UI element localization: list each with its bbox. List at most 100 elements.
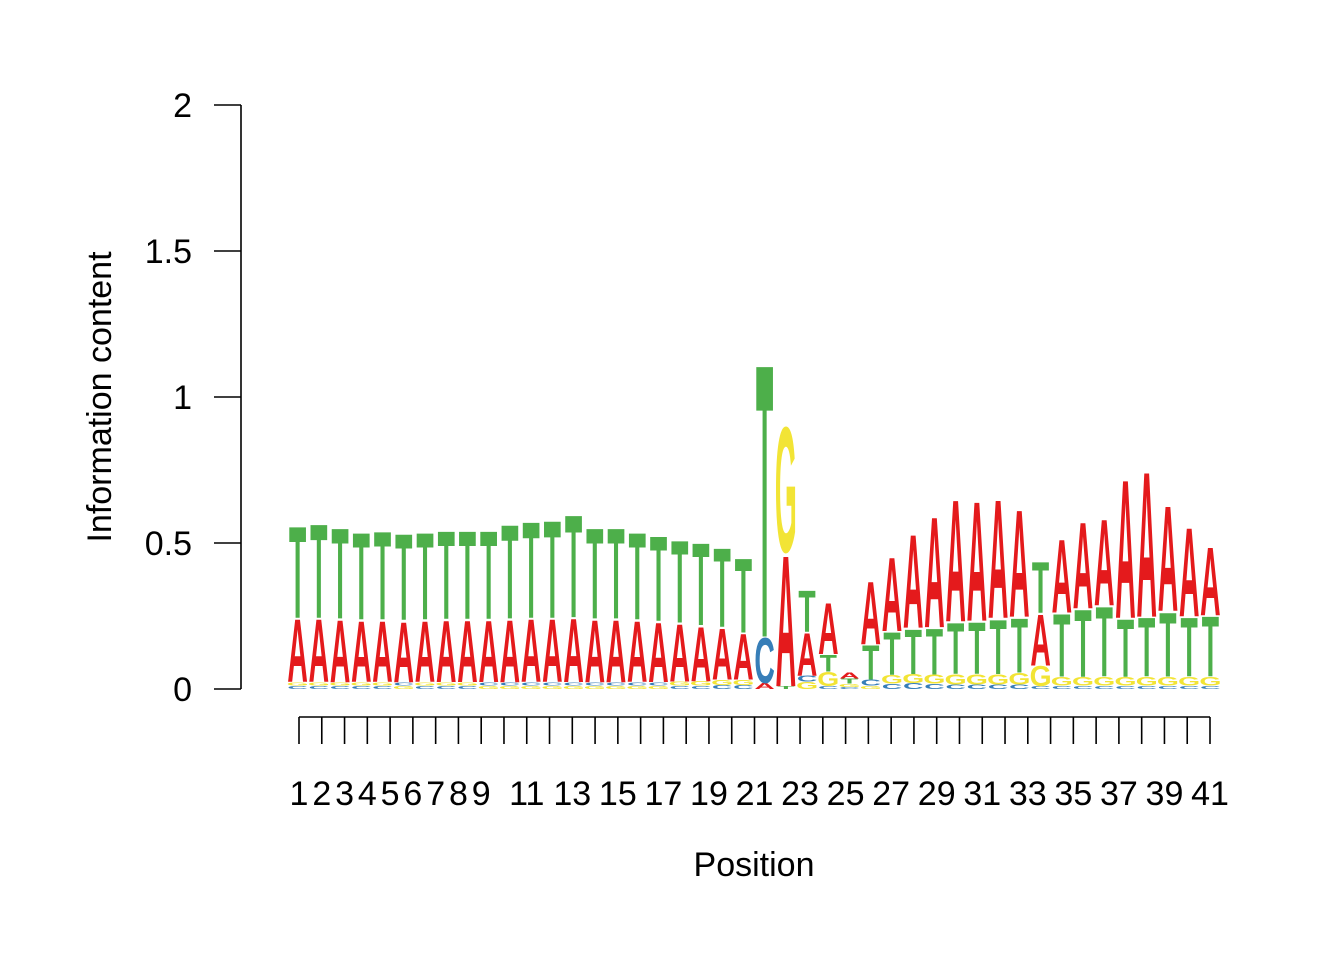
logo-letter-g: G — [1178, 674, 1200, 688]
logo-letter-c: C — [754, 623, 774, 697]
logo-letter-t: T — [310, 496, 327, 647]
logo-letter-c: C — [648, 681, 669, 686]
logo-letter-g: G — [966, 671, 988, 687]
logo-letter-g: G — [945, 671, 967, 687]
logo-letter-g: G — [456, 681, 478, 686]
logo-letter-c: C — [627, 681, 648, 686]
logo-letter-a: A — [691, 612, 711, 698]
logo-letter-t: T — [905, 616, 922, 689]
logo-letter-a: A — [818, 588, 838, 670]
logo-letter-c: C — [330, 685, 351, 690]
x-tick-label: 17 — [644, 775, 682, 813]
logo-letter-g: G — [1008, 669, 1030, 687]
logo-letter-c: C — [1094, 685, 1115, 690]
logo-letter-c: C — [351, 685, 372, 690]
logo-letter-g: G — [435, 681, 457, 686]
logo-letter-a: A — [1009, 479, 1029, 650]
x-tick-label: 13 — [553, 775, 591, 813]
logo-letter-c: C — [415, 685, 436, 690]
logo-letter-c: C — [309, 685, 330, 690]
logo-letter-c: C — [1009, 683, 1030, 690]
logo-letter-c: C — [861, 678, 881, 687]
logo-letter-t: T — [607, 501, 624, 646]
logo-letter-a: A — [415, 603, 435, 701]
logo-letter-g: G — [690, 680, 712, 687]
logo-letter-a: A — [457, 603, 477, 701]
y-tick-label: 1.5 — [145, 233, 192, 271]
logo-letter-t: T — [1053, 597, 1070, 697]
logo-letter-t: T — [777, 686, 795, 690]
logo-letter-t: T — [862, 637, 879, 691]
logo-letter-g: G — [796, 680, 818, 692]
logo-letter-t: T — [756, 282, 773, 719]
logo-letter-t: T — [586, 501, 603, 646]
logo-letter-g: G — [372, 681, 394, 686]
logo-letter-g: G — [839, 683, 861, 688]
logo-letter-g: G — [711, 679, 733, 687]
logo-letter-c: C — [457, 685, 478, 690]
logo-letter-a: A — [839, 671, 859, 680]
logo-letter-g: G — [775, 391, 797, 591]
logo-letter-t: T — [438, 506, 455, 647]
logo-letter-g: G — [329, 681, 351, 686]
logo-letter-g: G — [414, 681, 436, 686]
logo-letter-g: G — [541, 685, 563, 690]
logo-letter-t: T — [544, 493, 561, 648]
logo-letter-c: C — [521, 681, 542, 686]
x-tick-label: 19 — [690, 775, 728, 813]
logo-letter-t: T — [1159, 594, 1176, 697]
logo-letter-t: T — [947, 608, 964, 690]
logo-letter-t: T — [629, 508, 646, 647]
y-tick-label: 0.5 — [145, 525, 192, 563]
logo-letter-c: C — [691, 685, 712, 690]
logo-letter-t: T — [841, 677, 859, 685]
logo-letter-c: C — [903, 682, 923, 691]
logo-letter-c: C — [585, 681, 606, 686]
x-tick-label: 21 — [736, 775, 774, 813]
logo-letter-c: C — [1030, 686, 1051, 690]
logo-letter-a: A — [1136, 430, 1156, 661]
logo-letter-c: C — [712, 684, 733, 690]
logo-letter-t: T — [1181, 602, 1198, 696]
logo-letter-a: A — [351, 603, 371, 701]
logo-letter-a: A — [436, 603, 456, 701]
x-tick-label: 9 — [472, 775, 491, 813]
logo-letter-a: A — [882, 537, 902, 655]
x-tick-label: 11 — [509, 775, 544, 813]
logo-letter-t: T — [331, 501, 348, 646]
logo-letter-a: A — [712, 614, 732, 696]
logo-letter-c: C — [967, 683, 988, 690]
logo-letter-a: A — [500, 601, 520, 701]
logo-stacks: CGATCGATCGATCGATCGATGCATCGATCGATCGATGCAT… — [287, 282, 1222, 726]
logo-letter-g: G — [605, 685, 627, 690]
logo-letter-c: C — [287, 685, 308, 690]
logo-letter-a: A — [309, 602, 329, 702]
logo-letter-g: G — [1114, 674, 1136, 688]
logo-letter-g: G — [499, 685, 521, 690]
logo-letter-t: T — [1138, 602, 1155, 696]
logo-letter-t: T — [735, 535, 752, 655]
logo-letter-t: T — [416, 508, 433, 647]
x-tick-label: 6 — [403, 775, 422, 813]
logo-letter-c: C — [372, 685, 393, 690]
logo-letter-c: C — [818, 686, 839, 690]
logo-letter-g: G — [287, 681, 309, 686]
logo-letter-t: T — [395, 508, 412, 646]
logo-letter-g: G — [1136, 674, 1158, 688]
logo-letter-c: C — [1115, 685, 1136, 690]
logo-letter-t: T — [883, 621, 900, 689]
x-tick-label: 4 — [358, 775, 377, 813]
logo-letter-g: G — [669, 681, 691, 687]
logo-letter-t: T — [1117, 603, 1134, 695]
logo-letter-a: A — [1200, 528, 1220, 637]
x-tick-label: 33 — [1009, 775, 1047, 813]
logo-letter-c: C — [394, 681, 415, 686]
logo-letter-a: A — [585, 601, 605, 701]
logo-letter-a: A — [394, 604, 414, 701]
logo-letter-t: T — [374, 506, 391, 647]
logo-letter-t: T — [522, 494, 539, 648]
logo-letter-g: G — [902, 671, 924, 686]
logo-letter-a: A — [648, 604, 668, 701]
y-tick-label: 0 — [173, 671, 192, 709]
logo-letter-t: T — [926, 615, 943, 689]
